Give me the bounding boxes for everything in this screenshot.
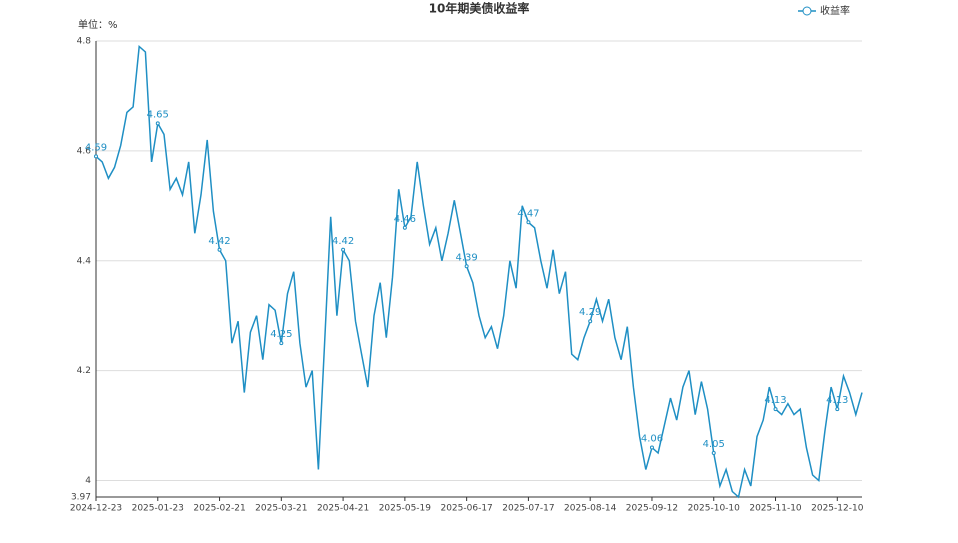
- point-marker: [217, 247, 222, 252]
- point-marker: [588, 319, 593, 324]
- data-label: 4.06: [641, 434, 663, 445]
- x-tick-label: 2025-12-10: [811, 504, 864, 514]
- x-tick-label: 2025-09-12: [626, 504, 678, 514]
- data-label: 4.29: [579, 307, 601, 318]
- point-marker: [835, 407, 840, 412]
- x-tick-label: 2025-08-14: [564, 504, 617, 514]
- data-label: 4.25: [270, 329, 292, 340]
- data-label: 4.05: [703, 439, 725, 450]
- y-tick-label: 4.4: [77, 256, 92, 266]
- x-tick-label: 2025-03-21: [255, 504, 307, 514]
- x-tick-label: 2025-11-10: [749, 504, 802, 514]
- y-tick-label: 4: [85, 476, 91, 486]
- x-tick-label: 2025-04-21: [317, 504, 369, 514]
- x-tick-label: 2024-12-23: [70, 504, 122, 514]
- point-marker: [649, 445, 654, 450]
- y-tick-label: 3.97: [71, 493, 91, 503]
- data-label: 4.13: [764, 395, 786, 406]
- chart-title: 10年期美债收益率: [429, 1, 530, 16]
- x-tick-label: 2025-01-23: [132, 504, 184, 514]
- y-unit-label: 单位：%: [78, 18, 118, 31]
- point-marker: [464, 264, 469, 269]
- x-tick-label: 2025-05-19: [379, 504, 432, 514]
- x-tick-label: 2025-06-17: [440, 504, 492, 514]
- point-marker: [526, 220, 531, 225]
- point-marker: [711, 451, 716, 456]
- x-tick-label: 2025-02-21: [193, 504, 245, 514]
- x-tick-label: 2025-07-17: [502, 504, 554, 514]
- data-label: 4.59: [85, 142, 107, 153]
- point-marker: [773, 407, 778, 412]
- point-marker: [341, 247, 346, 252]
- y-tick-label: 4.2: [77, 366, 91, 376]
- x-tick-label: 2025-10-10: [688, 504, 741, 514]
- data-label: 4.47: [517, 208, 539, 219]
- data-label: 4.42: [208, 236, 230, 247]
- y-tick-label: 4.8: [77, 37, 92, 47]
- series-line: [95, 44, 863, 499]
- point-marker: [402, 225, 407, 230]
- point-marker: [94, 154, 98, 159]
- data-label: 4.42: [332, 236, 354, 247]
- data-label: 4.13: [826, 395, 848, 406]
- data-label: 4.39: [456, 252, 478, 263]
- y-tick-label: 4.6: [77, 146, 92, 156]
- point-marker: [279, 341, 284, 346]
- data-label: 4.46: [394, 214, 416, 225]
- data-label: 4.65: [147, 109, 169, 120]
- legend-label: 收益率: [820, 4, 850, 17]
- point-marker: [155, 121, 160, 126]
- legend-icon-dot: [802, 6, 812, 16]
